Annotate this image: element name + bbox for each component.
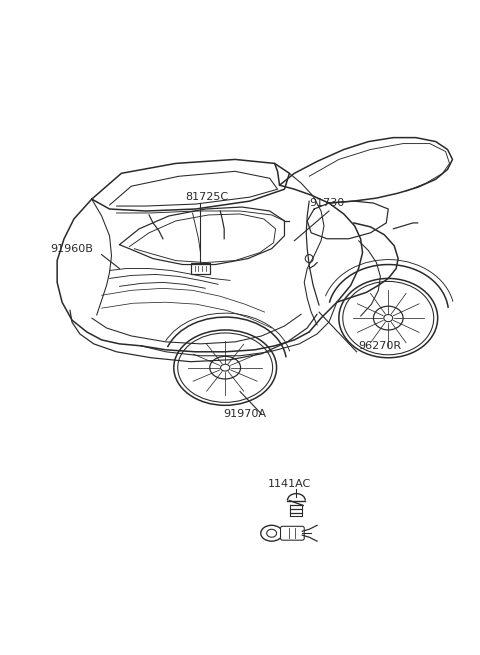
Text: 91730: 91730 [309, 198, 345, 208]
Text: 91970A: 91970A [224, 409, 266, 419]
FancyBboxPatch shape [280, 527, 304, 540]
Text: 81725C: 81725C [186, 192, 229, 202]
FancyBboxPatch shape [191, 263, 210, 274]
Text: 1141AC: 1141AC [268, 479, 311, 489]
Text: 96270R: 96270R [359, 341, 402, 351]
Text: 91960B: 91960B [50, 244, 93, 253]
